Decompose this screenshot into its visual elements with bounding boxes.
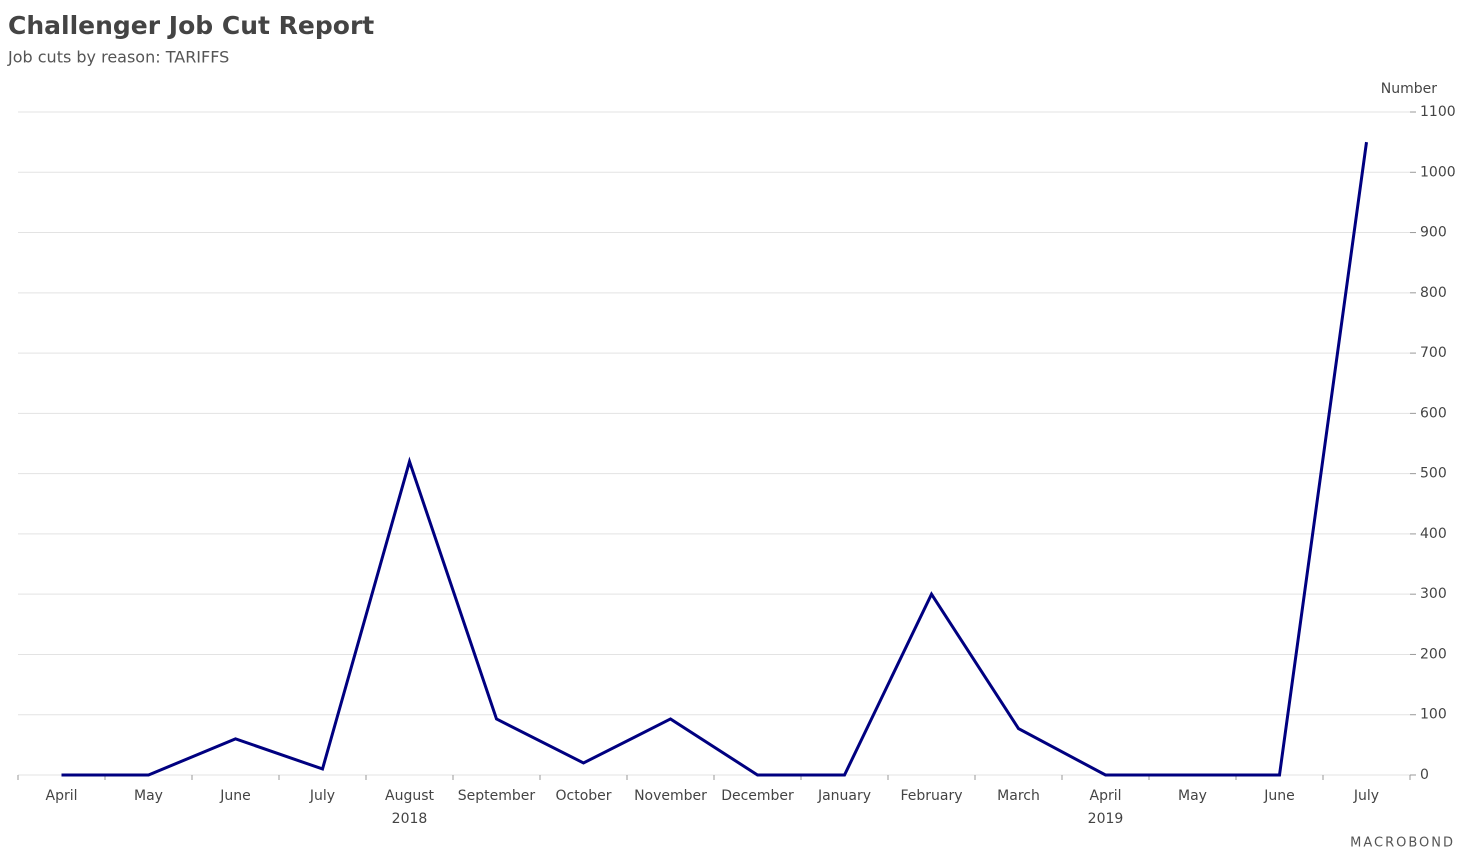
x-tick-label: March: [997, 788, 1040, 804]
y-tick-label: 1100: [1420, 104, 1456, 120]
x-tick-label: May: [134, 788, 163, 804]
x-tick-label: September: [458, 788, 536, 804]
x-tick-label: December: [721, 788, 794, 804]
x-tick-label: July: [309, 788, 335, 804]
y-tick-label: 0: [1420, 767, 1429, 783]
y-tick-label: 900: [1420, 225, 1447, 241]
data-line: [61, 141, 1368, 777]
x-tick-label: June: [1263, 788, 1295, 804]
x-tick-label: July: [1353, 788, 1379, 804]
x-tick-label: November: [634, 788, 707, 804]
x-tick-label: August: [385, 788, 435, 804]
x-tick-label: June: [219, 788, 251, 804]
y-tick-label: 700: [1420, 345, 1447, 361]
x-tick-label: February: [900, 788, 962, 804]
y-tick-label: 400: [1420, 526, 1447, 542]
y-tick-label: 1000: [1420, 164, 1456, 180]
y-tick-label: 500: [1420, 466, 1447, 482]
x-tick-label: April: [46, 788, 78, 804]
y-tick-label: 100: [1420, 707, 1447, 723]
y-axis-label: Number: [1381, 81, 1437, 97]
x-tick-label: April: [1090, 788, 1122, 804]
chart-title: Challenger Job Cut Report: [8, 11, 374, 40]
x-tick-label: May: [1178, 788, 1207, 804]
y-tick-label: 200: [1420, 646, 1447, 662]
y-tick-label: 800: [1420, 285, 1447, 301]
branding: MACROBOND: [1350, 836, 1455, 851]
y-tick-label: 600: [1420, 405, 1447, 421]
x-year-label: 2018: [392, 811, 428, 827]
x-tick-label: October: [555, 788, 611, 804]
x-year-label: 2019: [1088, 811, 1124, 827]
x-tick-label: January: [817, 788, 871, 804]
y-tick-label: 300: [1420, 586, 1447, 602]
chart-subtitle: Job cuts by reason: TARIFFS: [7, 48, 229, 67]
